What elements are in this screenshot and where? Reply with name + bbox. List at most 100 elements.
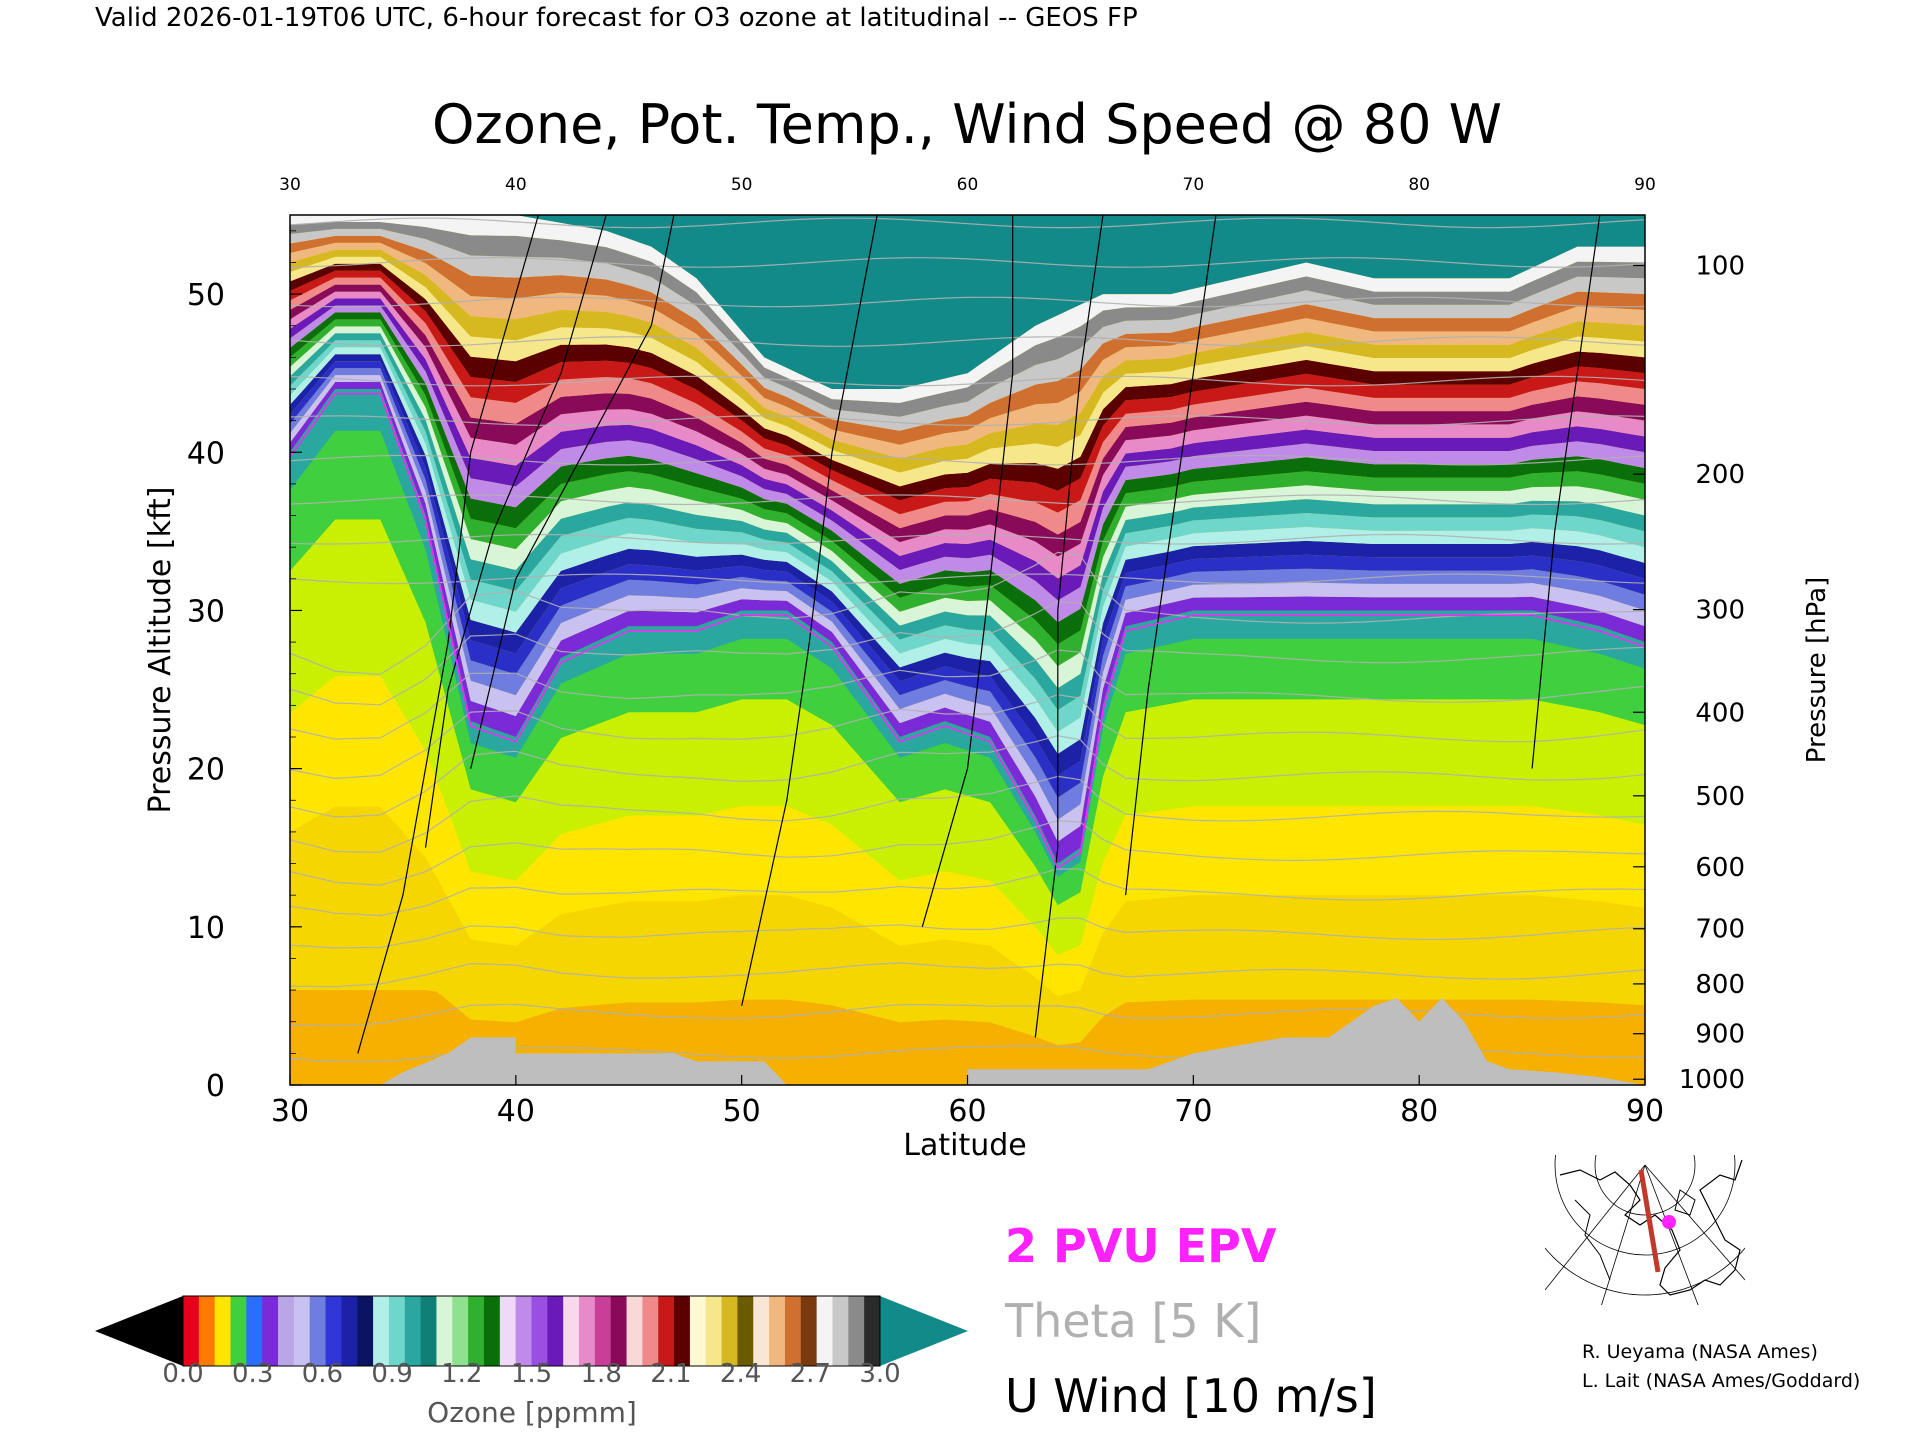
legend-theta: Theta [5 K] (1004, 1294, 1261, 1348)
colorbar-cell (389, 1296, 405, 1366)
colorbar-ticks: 0.0 0.3 0.6 0.9 1.2 1.5 1.8 2.1 2.4 2.7 3.0 (162, 1359, 900, 1389)
colorbar-low-extend (95, 1296, 183, 1366)
colorbar-tick-label: 1.2 (441, 1359, 482, 1389)
top-tick-label: 90 (1634, 175, 1656, 195)
inset-cross-section-track (1641, 1170, 1658, 1272)
valid-time-header: Valid 2026-01-19T06 UTC, 6-hour forecast… (95, 3, 1138, 33)
colorbar-cell (769, 1296, 785, 1366)
colorbar-cell (468, 1296, 484, 1366)
colorbar-cell (199, 1296, 215, 1366)
colorbar-cell (595, 1296, 611, 1366)
pressure-tick-label: 100 (1695, 252, 1745, 282)
colorbar-cell (674, 1296, 690, 1366)
x-axis-label: Latitude (903, 1128, 1026, 1163)
x-tick-label: 60 (948, 1094, 986, 1129)
colorbar-cell (262, 1296, 278, 1366)
top-tick-label: 70 (1183, 175, 1205, 195)
pressure-tick-label: 300 (1695, 596, 1745, 626)
x-tick-label: 70 (1174, 1094, 1212, 1129)
colorbar-tick-label: 0.0 (162, 1359, 203, 1389)
colorbar-cell (231, 1296, 247, 1366)
colorbar-cell (690, 1296, 706, 1366)
colorbar-cell (405, 1296, 421, 1366)
x-tick-label: 50 (723, 1094, 761, 1129)
pressure-tick-label: 200 (1695, 460, 1745, 490)
top-tick-label: 30 (279, 175, 301, 195)
x-tick-label: 40 (497, 1094, 535, 1129)
colorbar-cell (642, 1296, 658, 1366)
colorbar-cell (579, 1296, 595, 1366)
colorbar-cell (848, 1296, 864, 1366)
y-tick-label: 30 (187, 594, 225, 629)
colorbar-tick-label: 3.0 (859, 1359, 900, 1389)
legend-epv: 2 PVU EPV (1005, 1219, 1277, 1273)
credit-line-1: R. Ueyama (NASA Ames) (1582, 1341, 1818, 1363)
colorbar-tick-label: 0.3 (232, 1359, 273, 1389)
colorbar-cell (326, 1296, 342, 1366)
colorbar-cells (183, 1296, 881, 1366)
colorbar-cell (516, 1296, 532, 1366)
y-tick-label: 0 (206, 1069, 225, 1104)
colorbar-cell (611, 1296, 627, 1366)
inset-location-marker (1662, 1215, 1676, 1229)
colorbar-cell (357, 1296, 373, 1366)
pressure-tick-label: 900 (1695, 1020, 1745, 1050)
credit-line-2: L. Lait (NASA Ames/Goddard) (1582, 1370, 1860, 1392)
colorbar-cell (706, 1296, 722, 1366)
inset-meridian (1600, 1165, 1645, 1310)
colorbar-cell (801, 1296, 817, 1366)
x-tick-label: 80 (1400, 1094, 1438, 1129)
pressure-axis-label: Pressure [hPa] (1802, 577, 1832, 764)
colorbar-tick-label: 1.5 (511, 1359, 552, 1389)
colorbar-tick-label: 0.6 (302, 1359, 343, 1389)
colorbar-cell (341, 1296, 357, 1366)
colorbar-cell (532, 1296, 548, 1366)
legend-wind: U Wind [10 m/s] (1005, 1369, 1377, 1423)
top-axis: 30 40 50 60 70 80 90 (279, 175, 1656, 195)
colorbar-tick-label: 2.4 (720, 1359, 761, 1389)
pressure-tick-label: 700 (1695, 915, 1745, 945)
colorbar-high-extend (880, 1296, 968, 1366)
colorbar-tick-label: 2.7 (790, 1359, 831, 1389)
ozone-layers (290, 215, 1645, 1085)
colorbar-cell (436, 1296, 452, 1366)
y-axis: 01020304050 (187, 231, 302, 1104)
colorbar-cell (484, 1296, 500, 1366)
top-tick-label: 60 (957, 175, 979, 195)
colorbar-cell (722, 1296, 738, 1366)
pressure-tick-label: 1000 (1679, 1065, 1745, 1095)
top-tick-label: 50 (731, 175, 753, 195)
colorbar-cell (294, 1296, 310, 1366)
colorbar-tick-label: 0.9 (371, 1359, 412, 1389)
pressure-tick-label: 500 (1695, 782, 1745, 812)
colorbar-cell (832, 1296, 848, 1366)
colorbar-cell (500, 1296, 516, 1366)
colorbar-cell (310, 1296, 326, 1366)
colorbar-cell (452, 1296, 468, 1366)
colorbar: 0.0 0.3 0.6 0.9 1.2 1.5 1.8 2.1 2.4 2.7 3.0 Ozone … (95, 1296, 968, 1429)
chart-title: Ozone, Pot. Temp., Wind Speed @ 80 W (432, 93, 1502, 156)
y-tick-label: 20 (187, 753, 225, 788)
colorbar-cell (547, 1296, 563, 1366)
colorbar-cell (753, 1296, 769, 1366)
y-tick-label: 50 (187, 278, 225, 313)
colorbar-cell (627, 1296, 643, 1366)
y-axis-label: Pressure Altitude [kft] (143, 487, 178, 814)
colorbar-cell (658, 1296, 674, 1366)
inset-coastline (1575, 1200, 1610, 1280)
x-tick-label: 30 (271, 1094, 309, 1129)
colorbar-cell (215, 1296, 231, 1366)
inset-meridian (1545, 1165, 1645, 1290)
colorbar-tick-label: 2.1 (650, 1359, 691, 1389)
plot-area (290, 215, 1645, 1085)
pressure-tick-label: 800 (1695, 970, 1745, 1000)
colorbar-cell (737, 1296, 753, 1366)
colorbar-cell (563, 1296, 579, 1366)
colorbar-cell (278, 1296, 294, 1366)
colorbar-cell (864, 1296, 880, 1366)
pressure-tick-label: 600 (1695, 853, 1745, 883)
colorbar-cell (421, 1296, 437, 1366)
colorbar-cell (785, 1296, 801, 1366)
colorbar-label: Ozone [ppmm] (427, 1396, 637, 1429)
